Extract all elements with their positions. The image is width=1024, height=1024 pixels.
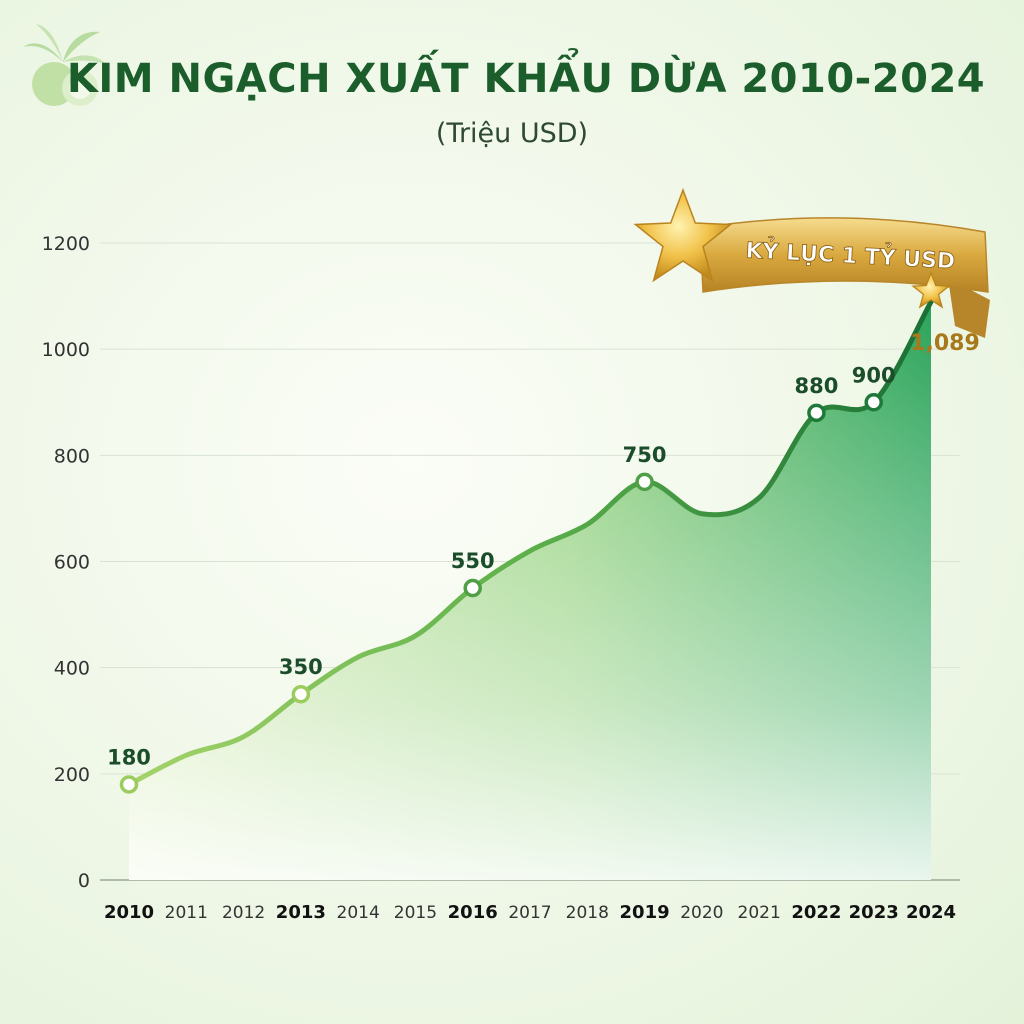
y-tick-label: 800 (54, 445, 90, 467)
y-tick-label: 600 (54, 552, 90, 574)
data-point (864, 393, 883, 412)
y-tick-label: 200 (54, 764, 90, 786)
data-point (463, 578, 482, 598)
data-point (807, 403, 826, 423)
coconut-icon (23, 24, 106, 106)
chart-header: KIM NGẠCH XUẤT KHẨU DỪA 2010-2024 (Triệu… (0, 0, 1024, 170)
x-tick-label: 2018 (566, 903, 609, 923)
data-label: 550 (451, 549, 495, 573)
y-tick-label: 0 (78, 870, 90, 892)
x-tick-label: 2010 (104, 902, 154, 923)
data-label: 750 (623, 443, 667, 467)
data-labels: 180 350 550 750 880 900 1,089 (107, 331, 980, 770)
y-tick-label: 400 (54, 658, 90, 680)
y-tick-label: 1200 (42, 233, 90, 255)
data-label: 180 (107, 745, 151, 769)
chart-title: KIM NGẠCH XUẤT KHẨU DỪA 2010-2024 (66, 56, 986, 102)
data-label: 350 (279, 655, 323, 679)
x-tick-label: 2019 (620, 902, 670, 923)
data-label: 880 (795, 374, 839, 398)
record-banner: KỶ LỤC 1 TỶ USD (633, 187, 990, 338)
data-point (635, 472, 654, 492)
chart-subtitle: (Triệu USD) (435, 118, 589, 149)
x-tick-label: 2020 (680, 903, 723, 923)
data-label: 900 (852, 363, 896, 387)
data-label: 1,089 (910, 331, 980, 356)
data-point (291, 684, 311, 704)
x-tick-label: 2023 (849, 902, 899, 923)
data-point (119, 775, 139, 794)
x-tick-label: 2017 (508, 903, 551, 923)
ribbon-tail (948, 278, 990, 338)
record-point-star-icon (911, 271, 951, 309)
x-tick-label: 2021 (738, 903, 781, 923)
y-axis-ticks: 0 200 400 600 800 1000 1200 (42, 233, 90, 892)
x-tick-label: 2022 (791, 902, 841, 923)
x-tick-label: 2011 (165, 903, 208, 923)
ribbon-body (699, 217, 989, 293)
y-tick-label: 1000 (42, 339, 90, 361)
x-tick-label: 2015 (394, 903, 437, 923)
x-tick-label: 2013 (276, 902, 326, 923)
star-icon (633, 187, 733, 283)
x-tick-label: 2014 (337, 903, 380, 923)
x-tick-label: 2012 (222, 903, 265, 923)
data-points (119, 393, 883, 794)
x-tick-label: 2016 (448, 902, 498, 923)
x-tick-label: 2024 (906, 902, 956, 923)
x-axis-ticks: 2010 2011 2012 2013 2014 2015 2016 2017 2018 2019… (104, 902, 956, 923)
area-fade (129, 301, 931, 880)
